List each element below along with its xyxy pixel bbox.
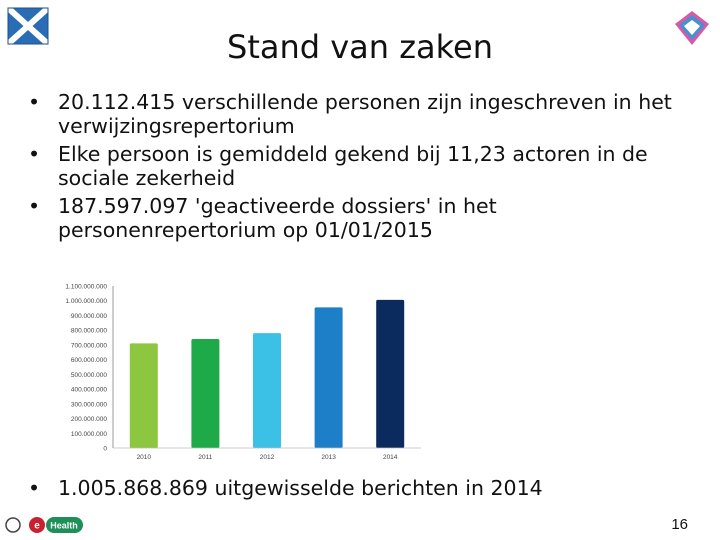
bullet-item: • Elke persoon is gemiddeld gekend bij 11… bbox=[28, 142, 708, 190]
y-tick-label: 300.000.000 bbox=[71, 401, 108, 408]
bottom-bullet-item: • 1.005.868.869 uitgewisselde berichten … bbox=[28, 476, 708, 500]
y-tick-label: 0 bbox=[103, 446, 107, 453]
bar-2011 bbox=[191, 339, 220, 448]
bullet-text: 1.005.868.869 uitgewisselde berichten in… bbox=[58, 476, 543, 500]
y-tick-label: 1.000.000.000 bbox=[65, 298, 107, 305]
bullet-dot: • bbox=[28, 476, 41, 500]
bar-2010 bbox=[129, 343, 158, 448]
x-tick-label: 2012 bbox=[260, 454, 275, 461]
ehealth-logo-text: Health bbox=[50, 521, 78, 531]
ehealth-logo-icon: e Health bbox=[5, 517, 83, 533]
diamond-logo-icon bbox=[675, 11, 709, 45]
x-tick-label: 2010 bbox=[137, 454, 152, 461]
x-tick-label: 2011 bbox=[198, 454, 212, 461]
page-number: 16 bbox=[671, 516, 688, 533]
scotland-flag-logo-icon bbox=[6, 5, 50, 47]
slide-title: Stand van zaken bbox=[227, 28, 493, 66]
x-tick-label: 2014 bbox=[383, 454, 398, 461]
bullet-dot: • bbox=[28, 194, 41, 218]
bullet-dot: • bbox=[28, 142, 41, 166]
bullet-text: 187.597.097 'geactiveerde dossiers' in h… bbox=[58, 194, 497, 242]
bullet-item: • 20.112.415 verschillende personen zijn … bbox=[28, 90, 708, 138]
bar-2012 bbox=[253, 333, 281, 448]
y-tick-label: 1.100.000.000 bbox=[65, 284, 107, 291]
y-tick-label: 500.000.000 bbox=[71, 372, 108, 379]
y-tick-label: 200.000.000 bbox=[71, 416, 108, 423]
bullet-dot: • bbox=[28, 90, 41, 114]
bullet-list: • 20.112.415 verschillende personen zijn … bbox=[28, 90, 708, 246]
bar-2014 bbox=[376, 299, 405, 448]
y-tick-label: 600.000.000 bbox=[71, 357, 108, 364]
bullet-item: • 187.597.097 'geactiveerde dossiers' in … bbox=[28, 194, 708, 242]
ehealth-logo-e: e bbox=[34, 521, 40, 532]
y-tick-label: 400.000.000 bbox=[71, 387, 108, 394]
bar-chart: 1.100.000.000 1.000.000.000 900.000.000 800… bbox=[65, 284, 421, 461]
bar-2013 bbox=[314, 307, 343, 448]
bullet-text: 20.112.415 verschillende personen zijn i… bbox=[58, 90, 672, 138]
bullet-text: Elke persoon is gemiddeld gekend bij 11,… bbox=[58, 142, 648, 190]
y-tick-label: 100.000.000 bbox=[71, 431, 108, 438]
y-tick-label: 900.000.000 bbox=[71, 313, 108, 320]
y-tick-label: 700.000.000 bbox=[71, 342, 108, 349]
y-tick-label: 800.000.000 bbox=[71, 328, 108, 335]
x-tick-label: 2013 bbox=[321, 454, 336, 461]
